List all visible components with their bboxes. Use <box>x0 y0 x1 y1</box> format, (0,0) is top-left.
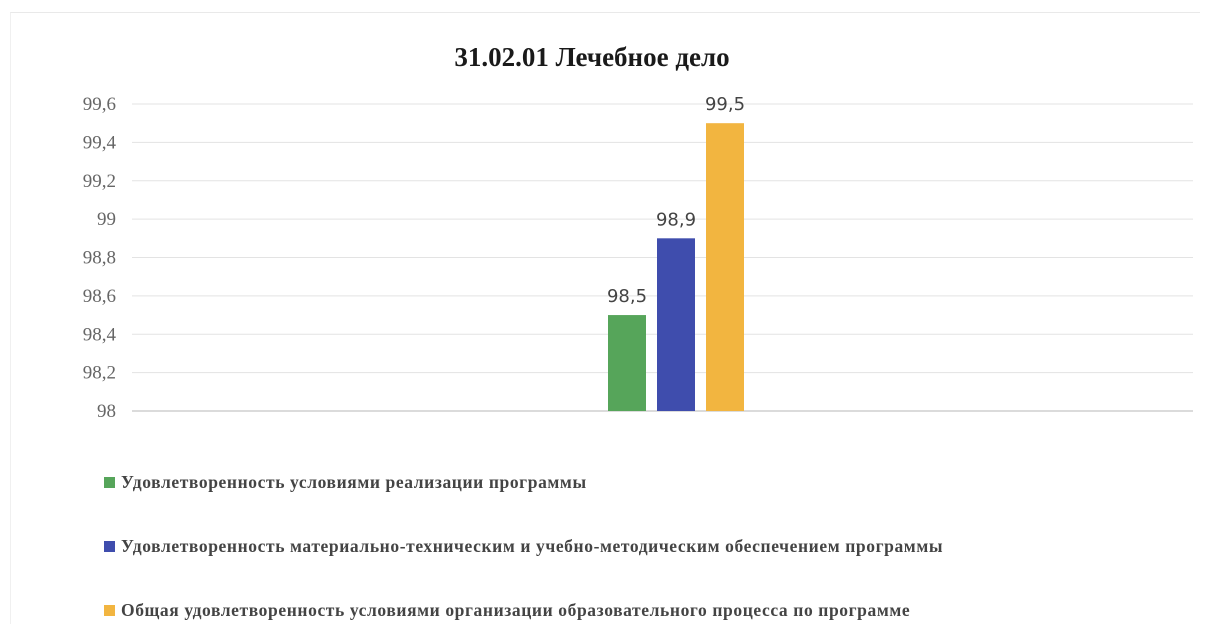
legend-item: Удовлетворенность материально-технически… <box>104 536 943 557</box>
bar-orange <box>706 123 744 411</box>
y-tick-label: 99 <box>97 209 116 230</box>
y-tick-label: 99,2 <box>83 171 116 192</box>
y-tick-label: 98,8 <box>83 248 116 269</box>
data-label: 99,5 <box>705 94 745 115</box>
y-tick-label: 98,4 <box>83 324 117 345</box>
legend-swatch-blue <box>104 541 115 552</box>
legend-label: Удовлетворенность условиями реализации п… <box>121 472 587 492</box>
bars <box>608 123 744 411</box>
bar-blue <box>657 238 695 411</box>
legend-label: Удовлетворенность материально-технически… <box>121 536 944 556</box>
bar-chart: 31.02.01 Лечебное дело 98 98,2 98,4 98,6 98,… <box>83 42 1193 422</box>
legend-label: Общая удовлетворенность условиями органи… <box>121 600 911 620</box>
legend-swatch-orange <box>104 605 115 616</box>
y-tick-label: 98,2 <box>83 363 116 384</box>
bar-green <box>608 315 646 411</box>
y-tick-label: 99,4 <box>83 132 117 153</box>
data-label: 98,5 <box>607 286 647 307</box>
legend-item: Удовлетворенность условиями реализации п… <box>104 472 587 493</box>
y-tick-label: 99,6 <box>83 94 116 115</box>
data-labels: 98,5 98,9 99,5 <box>607 94 745 307</box>
chart-frame <box>10 12 1200 624</box>
y-tick-label: 98 <box>97 401 116 422</box>
y-tick-label: 98,6 <box>83 286 116 307</box>
data-label: 98,9 <box>656 209 696 230</box>
legend-item: Общая удовлетворенность условиями органи… <box>104 600 910 621</box>
y-axis-ticks: 98 98,2 98,4 98,6 98,8 99 99,2 99,4 99,6 <box>83 94 117 422</box>
chart-title: 31.02.01 Лечебное дело <box>454 42 729 72</box>
legend-swatch-green <box>104 477 115 488</box>
